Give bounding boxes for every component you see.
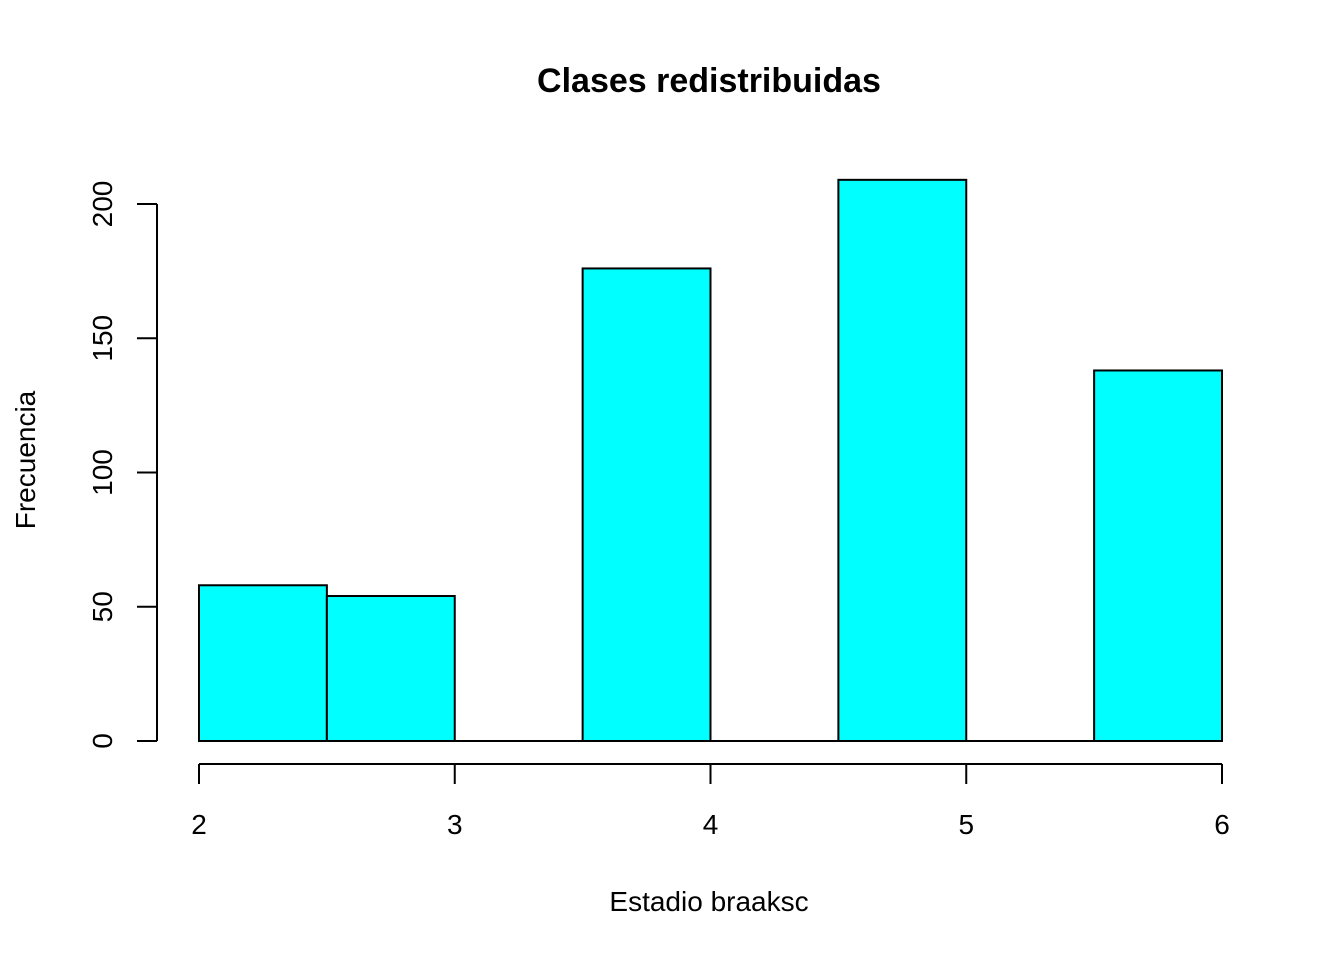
y-axis: 0 50 100 150 200: [87, 181, 158, 749]
x-axis: 2 3 4 5 6: [191, 763, 1230, 840]
chart-title: Clases redistribuidas: [537, 62, 881, 100]
x-tick-label-2: 2: [191, 809, 207, 840]
histogram-bar-6: [837, 178, 968, 742]
y-tick-label-50: 50: [87, 591, 118, 622]
y-tick-label-200: 200: [87, 181, 118, 228]
histogram-bar-8: [1093, 369, 1223, 742]
x-tick-label-3: 3: [447, 809, 463, 840]
y-tick-label-0: 0: [87, 733, 118, 749]
x-tick-label-6: 6: [1214, 809, 1230, 840]
histogram-bar-4: [581, 267, 712, 742]
x-tick-label-5: 5: [958, 809, 974, 840]
y-axis-label: Frecuencia: [10, 390, 41, 529]
histogram-bar-2: [325, 595, 456, 743]
x-axis-label: Estadio braaksc: [609, 886, 808, 917]
y-tick-label-150: 150: [87, 315, 118, 362]
y-tick-label-100: 100: [87, 449, 118, 496]
histogram-bar-1: [198, 584, 328, 743]
x-tick-label-4: 4: [703, 809, 719, 840]
bars-group: [198, 178, 1223, 743]
